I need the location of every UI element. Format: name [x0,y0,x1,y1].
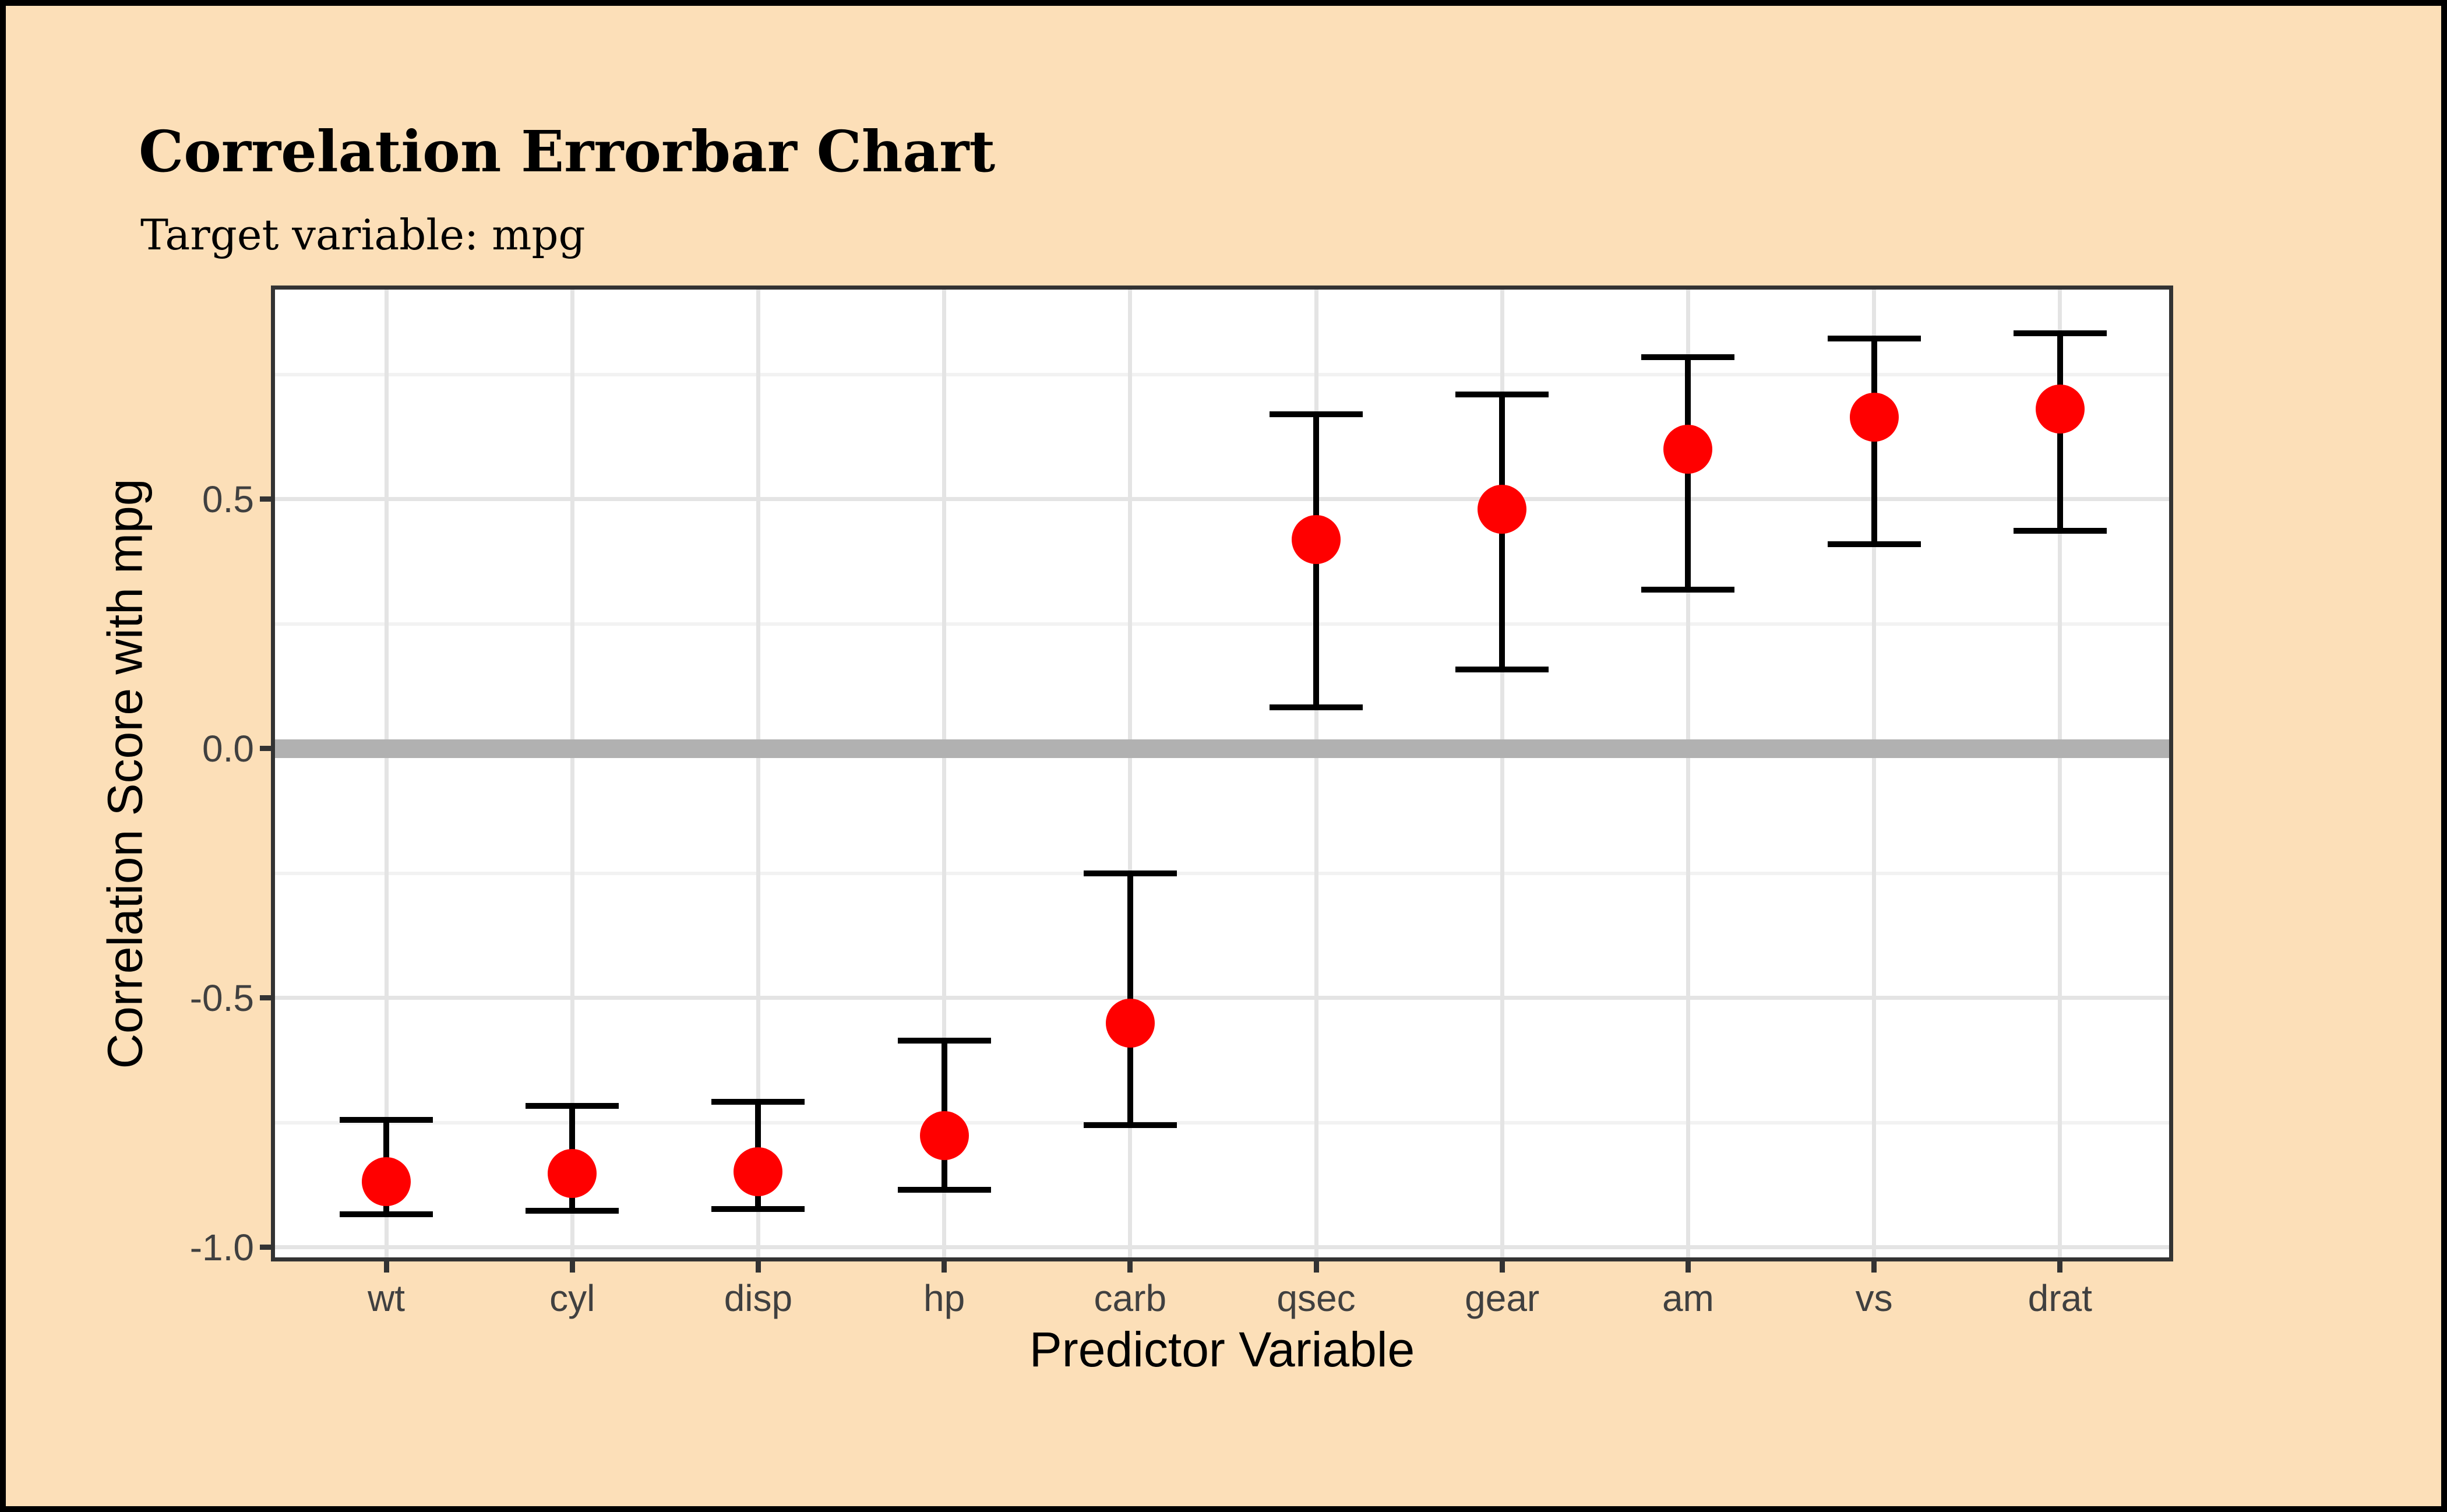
errorbar-cap-upper-carb [1083,870,1177,876]
x-tick-label-gear: gear [1465,1277,1540,1319]
gridline-minor [275,871,2169,875]
point-am [1663,424,1713,474]
gridline-category-wt [384,290,389,1257]
plot-area [275,290,2169,1257]
point-vs [1849,393,1899,442]
point-hp [919,1111,969,1161]
x-tick-carb [1127,1257,1133,1273]
errorbar-cap-lower-carb [1083,1122,1177,1129]
x-tick-label-vs: vs [1855,1277,1893,1319]
gridline-category-qsec [1314,290,1318,1257]
errorbar-cap-lower-vs [1827,541,1921,547]
errorbar-cap-lower-gear [1455,667,1549,673]
errorbar-cap-upper-hp [897,1038,991,1044]
x-axis-title: Predictor Variable [1029,1322,1415,1377]
x-tick-am [1685,1257,1691,1273]
gridline-category-carb [1128,290,1133,1257]
gridline-category-disp [756,290,760,1257]
point-gear [1478,484,1527,534]
gridline-major [275,996,2169,1000]
x-tick-label-hp: hp [923,1277,965,1319]
gridline-category-gear [1500,290,1504,1257]
x-tick-hp [942,1257,947,1273]
gridline-category-hp [942,290,947,1257]
errorbar-cap-lower-disp [711,1206,805,1212]
y-tick-label-0.5: 0.5 [202,478,254,520]
errorbar-cap-upper-wt [340,1116,433,1123]
chart-title: Correlation Errorbar Chart [139,118,996,185]
y-tick-0.0 [260,746,275,752]
gridline-category-drat [2058,290,2062,1257]
x-tick-label-wt: wt [368,1277,405,1319]
errorbar-cap-upper-vs [1827,335,1921,341]
x-tick-label-carb: carb [1094,1277,1167,1319]
x-tick-label-qsec: qsec [1277,1277,1356,1319]
y-tick-label--0.5: -0.5 [189,977,254,1019]
errorbar-cap-lower-hp [897,1187,991,1193]
errorbar-cap-upper-disp [711,1098,805,1105]
errorbar-cap-lower-am [1641,587,1735,593]
errorbar-cap-lower-qsec [1270,704,1363,711]
x-tick-cyl [569,1257,575,1273]
errorbar-cap-upper-gear [1455,391,1549,397]
y-tick--0.5 [260,995,275,1001]
y-tick-0.5 [260,496,275,502]
errorbar-cap-lower-drat [2013,528,2107,534]
point-drat [2035,384,2085,433]
y-tick-label-0.0: 0.0 [202,727,254,770]
errorbar-cap-upper-qsec [1270,411,1363,418]
x-tick-gear [1499,1257,1505,1273]
gridline-category-vs [1872,290,1877,1257]
gridline-minor [275,1120,2169,1125]
y-tick-label--1.0: -1.0 [189,1226,254,1268]
point-cyl [548,1149,597,1199]
point-disp [734,1147,783,1196]
gridline-major [275,1245,2169,1250]
errorbar-cap-lower-cyl [526,1207,619,1214]
x-tick-label-drat: drat [2028,1277,2092,1319]
point-wt [362,1157,411,1206]
errorbar-cap-upper-cyl [526,1102,619,1109]
gridline-category-am [1686,290,1690,1257]
errorbar-cap-upper-drat [2013,330,2107,337]
errorbar-cap-upper-am [1641,354,1735,361]
x-tick-wt [383,1257,389,1273]
x-tick-label-am: am [1662,1277,1714,1319]
point-qsec [1292,514,1341,564]
x-tick-disp [755,1257,761,1273]
x-tick-drat [2057,1257,2063,1273]
plot-panel [271,286,2173,1261]
chart-subtitle: Target variable: mpg [140,210,586,259]
x-tick-label-cyl: cyl [549,1277,595,1319]
x-tick-qsec [1313,1257,1319,1273]
gridline-major [275,497,2169,502]
errorbar-cap-lower-wt [340,1211,433,1218]
x-tick-vs [1871,1257,1877,1273]
point-carb [1105,999,1155,1048]
gridline-minor [275,372,2169,376]
gridline-minor [275,622,2169,626]
y-axis-title: Correlation Score with mpg [97,478,153,1069]
zero-reference-line [275,739,2169,758]
gridline-category-cyl [570,290,574,1257]
x-tick-label-disp: disp [724,1277,793,1319]
y-tick--1.0 [260,1245,275,1250]
